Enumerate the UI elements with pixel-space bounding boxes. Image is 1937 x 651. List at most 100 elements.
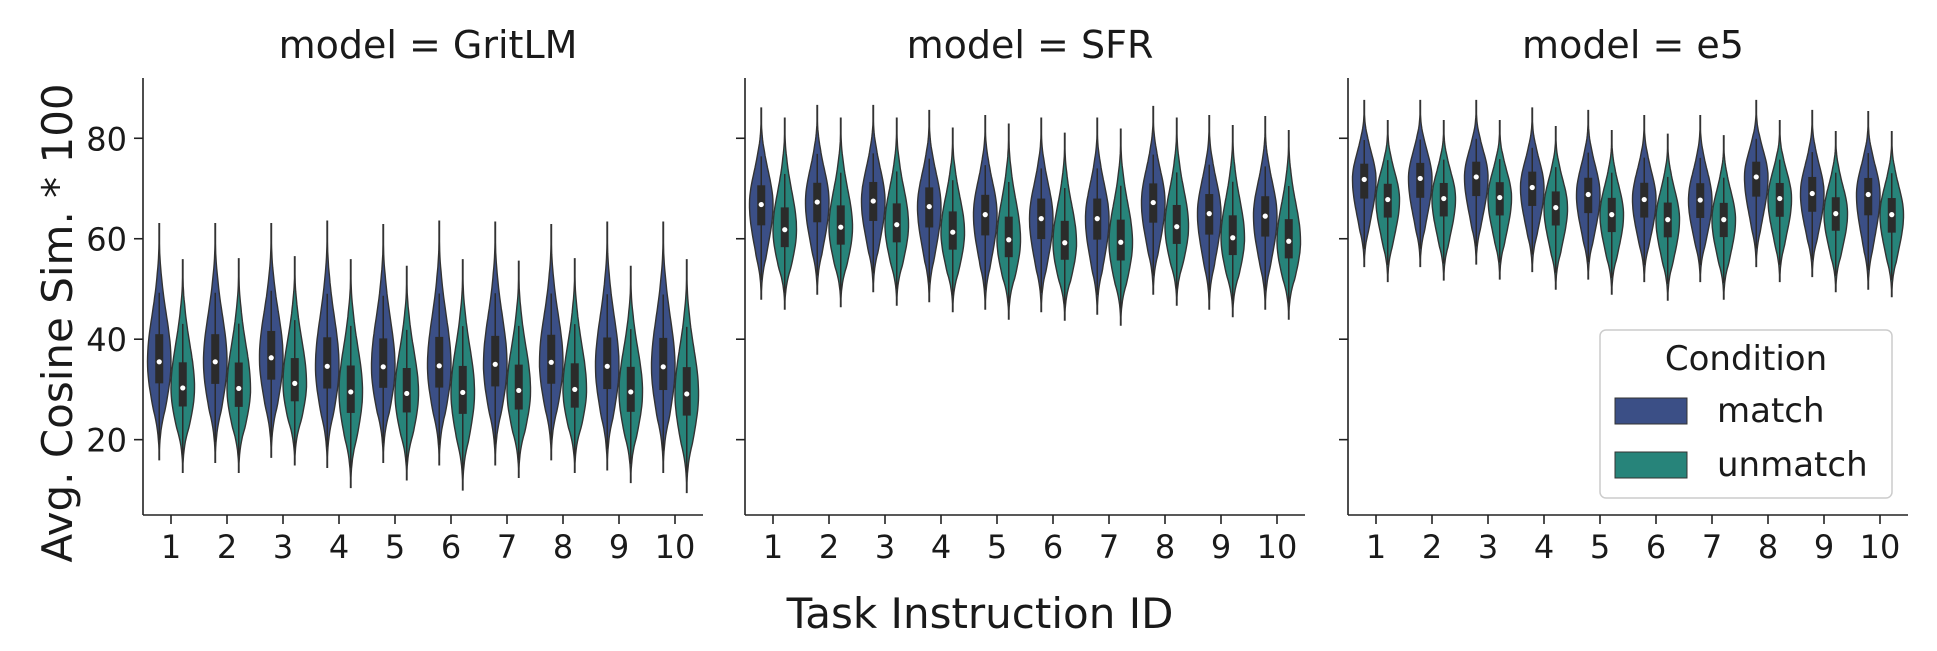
panel-1: model = GritLM 20 40 60 80 1 2 3 4 5 6 7 8 9 10 (86, 23, 703, 566)
violin-median-point (1529, 184, 1535, 191)
violin-median-point (380, 364, 386, 370)
violin-median-point (156, 359, 162, 365)
violin-median-point (1609, 212, 1615, 218)
violin-median-point (1230, 235, 1236, 241)
violin-median-point (1753, 174, 1759, 180)
violin-median-point (1809, 190, 1815, 197)
panel-title: model = SFR (907, 23, 1154, 67)
x-tick-label: 10 (655, 528, 696, 566)
violin-median-point (1174, 224, 1180, 230)
x-tick-label: 7 (497, 528, 517, 566)
violin-median-point (814, 199, 820, 205)
violin-median-point (1497, 194, 1503, 201)
violin-median-point (1038, 216, 1044, 222)
y-tick-label: 20 (86, 422, 127, 460)
panel-3: model = e5 1 2 3 4 5 6 7 8 9 10 (1339, 23, 1908, 566)
violin-median-point (758, 201, 764, 208)
violin-median-point (572, 386, 578, 393)
violin-box (234, 362, 243, 407)
violin-median-point (1062, 240, 1068, 246)
x-tick-label: 2 (217, 528, 237, 566)
x-tick-label: 6 (441, 528, 461, 566)
violin-median-point (1473, 174, 1479, 180)
violin-median-point (436, 363, 442, 369)
x-tick-label: 2 (819, 528, 839, 566)
violin-median-point (1361, 176, 1367, 183)
violin-median-point (1865, 191, 1871, 198)
violin-median-point (1665, 217, 1671, 223)
violin-median-point (324, 363, 330, 369)
x-tick-label: 6 (1646, 528, 1666, 566)
violin-median-point (926, 203, 932, 210)
x-tick-label: 1 (161, 528, 181, 566)
legend-label-match: match (1717, 391, 1825, 431)
violin-box (435, 336, 444, 388)
violin-median-point (870, 198, 876, 204)
x-tick-label: 3 (875, 528, 895, 566)
violin-box (514, 364, 523, 410)
violin-median-point (628, 389, 634, 395)
violin-box (402, 368, 411, 413)
x-tick-label: 8 (1758, 528, 1778, 566)
x-tick-label: 9 (1211, 528, 1231, 566)
violin-box (547, 334, 556, 384)
violin-box (379, 338, 388, 388)
violin-median-point (1833, 211, 1839, 217)
violin-median-point (548, 359, 554, 365)
violin-box (211, 334, 220, 384)
x-tick-label: 8 (553, 528, 573, 566)
y-tick-label: 60 (86, 221, 127, 259)
violin-median-point (292, 380, 298, 386)
legend-label-unmatch: unmatch (1717, 445, 1868, 485)
x-tick-label: 4 (329, 528, 349, 566)
violin-median-point (660, 364, 666, 370)
x-tick-label: 7 (1702, 528, 1722, 566)
violin-median-point (782, 227, 788, 233)
x-tick-label: 1 (1366, 528, 1386, 566)
x-tick-label: 5 (385, 528, 405, 566)
violin-box (603, 337, 612, 390)
violin-median-point (180, 385, 186, 391)
violin-median-point (1697, 197, 1703, 203)
violin-median-point (1118, 239, 1124, 245)
violin-median-point (516, 387, 522, 394)
violin-box (178, 362, 187, 407)
violin-median-point (1585, 191, 1591, 198)
violin-median-point (1206, 211, 1212, 217)
violin-median-point (1094, 216, 1100, 222)
y-tick-label: 80 (86, 120, 127, 158)
legend: Condition match unmatch (1599, 329, 1893, 499)
x-tick-label: 6 (1043, 528, 1063, 566)
violin-median-point (1286, 238, 1292, 244)
violin-median-point (492, 361, 498, 367)
panel-title: model = GritLM (279, 23, 578, 67)
violin-median-point (684, 391, 690, 397)
violin-median-point (268, 355, 274, 361)
violin-median-point (838, 224, 844, 230)
x-tick-label: 2 (1422, 528, 1442, 566)
x-tick-label: 10 (1860, 528, 1901, 566)
violin-box (659, 337, 668, 391)
violin-median-point (982, 212, 988, 218)
violin-median-point (1150, 199, 1156, 206)
x-axis-label: Task Instruction ID (786, 589, 1174, 638)
x-tick-label: 9 (1814, 528, 1834, 566)
violin-median-point (348, 389, 354, 395)
y-tick-label: 40 (86, 321, 127, 359)
violin-median-point (404, 390, 410, 397)
violin-median-point (950, 229, 956, 235)
panel-2: model = SFR 1 2 3 4 5 6 7 8 9 10 (736, 23, 1305, 566)
violin-median-point (1385, 196, 1391, 203)
violin-median-point (1641, 196, 1647, 203)
x-tick-label: 5 (1590, 528, 1610, 566)
violin-median-point (1417, 175, 1423, 182)
x-tick-label: 4 (1534, 528, 1554, 566)
violin-median-point (894, 222, 900, 228)
violin-median-point (1262, 213, 1268, 219)
violin-box (491, 335, 500, 387)
violin-box (323, 337, 332, 389)
violin-box (570, 363, 579, 408)
